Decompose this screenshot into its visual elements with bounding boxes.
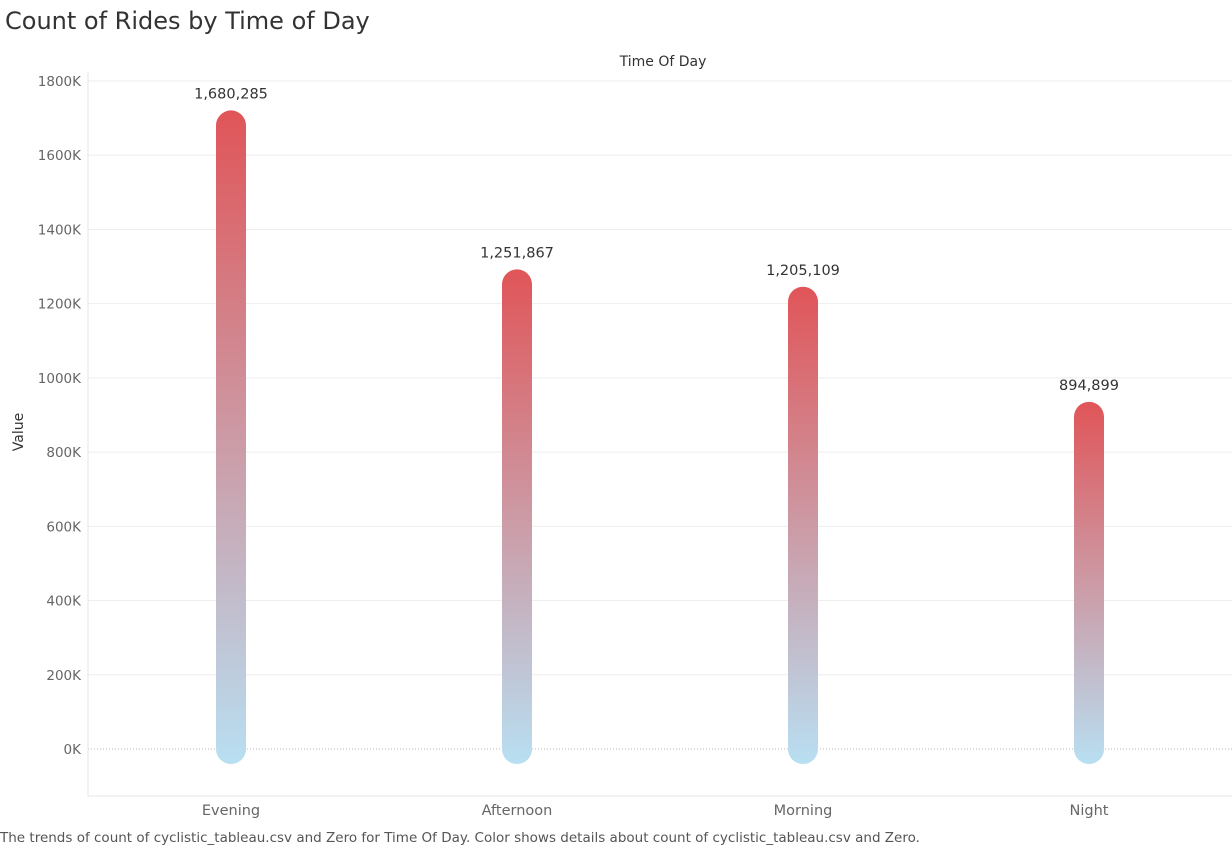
labels: 1,680,285 Evening 1,251,867 Afternoon 1,205,… <box>194 86 1119 819</box>
y-tick-label: 400K <box>46 594 82 610</box>
gridlines <box>88 80 1232 750</box>
data-label: 1,205,109 <box>766 263 840 279</box>
y-tick-label: 1800K <box>38 74 82 90</box>
y-tick-label: 0K <box>64 742 83 758</box>
y-tick-label: 800K <box>46 445 82 461</box>
x-tick-label: Morning <box>774 803 833 819</box>
x-tick-label: Night <box>1070 803 1109 819</box>
bar-morning[interactable] <box>788 286 818 764</box>
y-tick-label: 1000K <box>38 371 82 387</box>
x-axis-title: Time Of Day <box>619 54 707 70</box>
data-label: 894,899 <box>1059 378 1119 394</box>
x-tick-label: Afternoon <box>482 803 553 819</box>
y-tick-label: 600K <box>46 519 82 535</box>
y-tick-label: 1400K <box>38 222 82 238</box>
bar-night[interactable] <box>1074 401 1104 764</box>
chart-title: Count of Rides by Time of Day <box>5 7 370 35</box>
bar-evening[interactable] <box>216 110 246 765</box>
x-tick-label: Evening <box>202 803 260 819</box>
y-axis-title: Value <box>11 413 27 451</box>
bar-chart: 0K 200K 400K 600K 800K 1000K 1200K 1400K 1600K 18… <box>11 54 1232 819</box>
data-label: 1,251,867 <box>480 245 554 261</box>
data-label: 1,680,285 <box>194 86 268 102</box>
y-tick-label: 1200K <box>38 297 82 313</box>
y-tick-label: 1600K <box>38 148 82 164</box>
chart-caption: The trends of count of cyclistic_tableau… <box>0 830 920 846</box>
bar-afternoon[interactable] <box>502 269 532 764</box>
y-tick-label: 200K <box>46 668 82 684</box>
bars <box>216 110 1104 765</box>
axes: 0K 200K 400K 600K 800K 1000K 1200K 1400K 1600K 18… <box>11 54 1232 797</box>
